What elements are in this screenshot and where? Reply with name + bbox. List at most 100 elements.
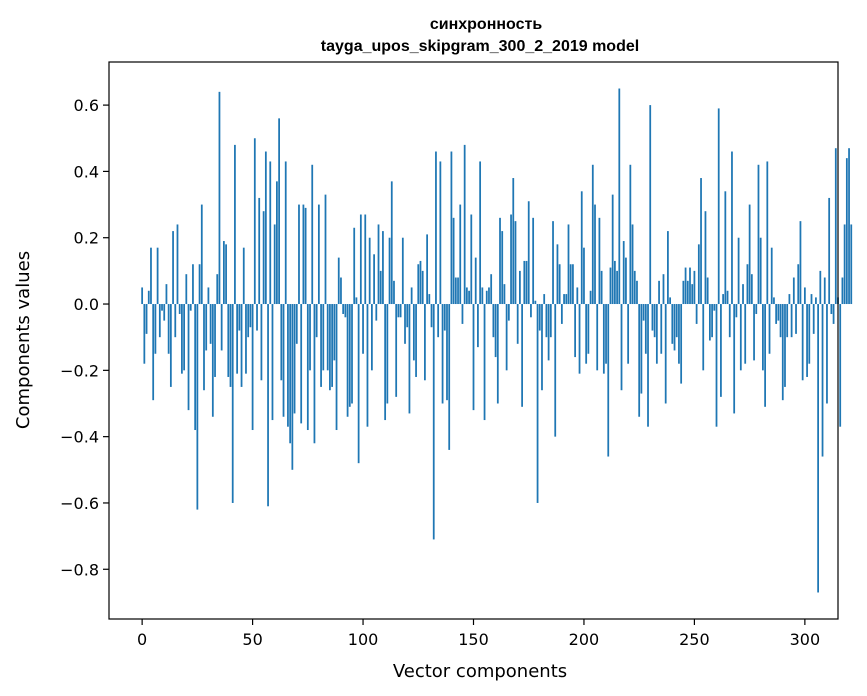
bar-83 <box>324 194 327 305</box>
bar-313 <box>832 304 835 324</box>
bar-248 <box>689 267 691 305</box>
bar-13 <box>169 304 172 387</box>
bar-106 <box>375 304 378 321</box>
bar-156 <box>485 290 488 305</box>
bar-73 <box>302 204 305 305</box>
x-tick-label: 250 <box>679 630 710 649</box>
x-tick-label: 100 <box>348 630 379 649</box>
bar-100 <box>362 304 364 354</box>
bar-97 <box>355 297 358 305</box>
bar-163 <box>501 231 504 305</box>
bar-125 <box>417 264 420 305</box>
bar-317 <box>841 277 844 305</box>
bar-118 <box>401 237 404 305</box>
bar-39 <box>227 304 230 377</box>
bar-231 <box>651 304 654 331</box>
bar-96 <box>353 227 356 305</box>
bar-105 <box>373 254 375 305</box>
bar-121 <box>408 304 411 414</box>
bar-208 <box>600 270 603 305</box>
bar-190 <box>560 304 563 324</box>
bar-191 <box>563 294 565 305</box>
bar-305 <box>815 297 817 305</box>
bar-240 <box>671 304 674 344</box>
bar-148 <box>468 290 470 305</box>
bar-286 <box>773 297 775 305</box>
bar-141 <box>452 217 455 305</box>
y-axis-label: Components values <box>13 251 34 429</box>
bar-228 <box>644 304 647 354</box>
bar-136 <box>441 304 444 404</box>
bar-91 <box>342 304 345 314</box>
bar-222 <box>631 224 634 305</box>
bar-183 <box>545 304 548 338</box>
bar-202 <box>587 304 590 354</box>
bar-49 <box>249 304 252 328</box>
bar-214 <box>614 260 616 305</box>
bar-110 <box>384 304 387 421</box>
bar-7 <box>156 247 159 305</box>
bar-45 <box>240 304 243 387</box>
bar-27 <box>200 204 203 305</box>
bar-112 <box>388 237 391 305</box>
bar-108 <box>379 270 382 305</box>
bar-85 <box>329 304 331 391</box>
bar-243 <box>678 304 680 364</box>
chart-title-line-2: tayga_upos_skipgram_300_2_2019 model <box>321 38 639 55</box>
bar-16 <box>176 224 179 305</box>
bar-300 <box>803 287 806 305</box>
bar-295 <box>792 277 795 305</box>
bar-131 <box>430 304 433 328</box>
bar-72 <box>300 304 303 424</box>
bar-258 <box>711 304 713 338</box>
bar-260 <box>715 304 718 427</box>
bar-64 <box>282 304 285 417</box>
bar-211 <box>607 304 610 457</box>
bar-137 <box>443 304 446 331</box>
bar-151 <box>474 257 477 305</box>
bar-259 <box>713 304 716 311</box>
bar-233 <box>655 304 658 364</box>
bar-276 <box>750 274 753 305</box>
bar-59 <box>271 304 274 421</box>
bar-77 <box>311 164 314 305</box>
x-tick-label: 50 <box>242 630 262 649</box>
x-tick-label: 0 <box>137 630 147 649</box>
bar-25 <box>196 304 199 510</box>
bar-84 <box>326 304 329 371</box>
bar-19 <box>183 304 185 371</box>
bar-320 <box>848 148 850 305</box>
bar-246 <box>684 267 687 305</box>
bar-237 <box>664 304 667 404</box>
bar-38 <box>225 244 227 305</box>
bar-29 <box>205 304 208 351</box>
bar-296 <box>795 304 797 334</box>
y-tick-label: 0.4 <box>74 162 99 181</box>
bar-283 <box>766 161 769 305</box>
bar-174 <box>525 260 528 305</box>
bar-33 <box>214 304 216 377</box>
bar-124 <box>415 304 417 377</box>
bar-129 <box>426 234 428 305</box>
bar-201 <box>585 304 588 364</box>
bar-213 <box>611 194 614 305</box>
bar-79 <box>315 304 318 338</box>
bar-268 <box>733 304 736 414</box>
bar-224 <box>636 280 638 305</box>
bar-113 <box>390 181 393 305</box>
bar-261 <box>717 108 720 305</box>
bar-164 <box>503 284 506 305</box>
bar-254 <box>702 304 705 371</box>
bar-252 <box>697 244 700 305</box>
bar-128 <box>424 304 426 381</box>
x-tick-label: 150 <box>458 630 489 649</box>
bar-152 <box>477 304 479 348</box>
bar-80 <box>317 204 320 305</box>
bar-179 <box>536 304 539 503</box>
bar-95 <box>351 304 353 404</box>
bar-70 <box>295 304 298 344</box>
bar-9 <box>161 304 163 311</box>
bar-87 <box>333 304 336 361</box>
bar-139 <box>448 304 451 450</box>
